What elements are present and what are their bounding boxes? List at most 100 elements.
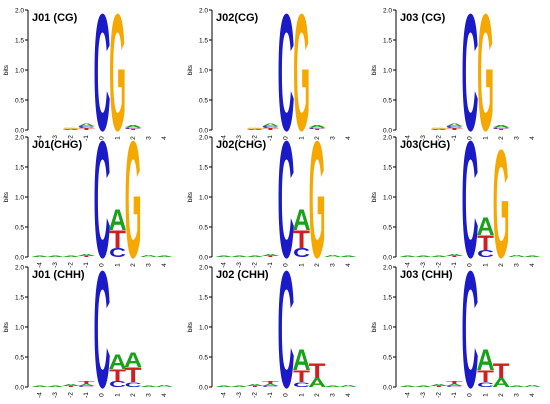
logo-letter-C: C — [309, 127, 326, 129]
y-tick-label: 1.5 — [199, 295, 208, 302]
logo-letter-C: C — [293, 246, 310, 260]
logo-letter-A: A — [62, 255, 80, 257]
logo-letter-A: A — [108, 350, 126, 373]
x-tick-label: -3 — [236, 135, 243, 141]
y-axis-label: bits — [187, 321, 194, 332]
y-tick-label: 1.5 — [15, 295, 24, 302]
logo-letter-T: T — [493, 129, 510, 131]
logo-letter-C: C — [94, 0, 111, 166]
x-tick-label: 3 — [329, 136, 336, 140]
logo-letter-A: A — [215, 255, 233, 257]
logo-letter-A: A — [324, 385, 342, 387]
logo-letter-A: A — [508, 255, 526, 258]
x-tick-label: -3 — [420, 262, 427, 268]
x-tick-label: -2 — [252, 392, 259, 398]
panel-title: J03 (CHH) — [400, 269, 453, 281]
logo-letter-A: A — [523, 255, 541, 257]
logo-letter-G: G — [125, 107, 142, 294]
logo-letter-T: T — [262, 380, 279, 385]
y-axis-label: bits — [187, 191, 194, 202]
logo-letter-A: A — [230, 385, 248, 387]
y-axis-label: bits — [371, 321, 378, 332]
x-tick-label: -4 — [36, 392, 43, 398]
logo-letter-A: A — [477, 213, 495, 241]
x-tick-label: 3 — [329, 263, 336, 267]
y-tick-label: 0.5 — [15, 355, 24, 362]
logo-letter-A: A — [445, 123, 463, 128]
logo-letter-A: A — [523, 385, 541, 388]
y-tick-label: 0.0 — [199, 128, 208, 135]
logo-letter-A: A — [430, 128, 448, 130]
x-tick-label: 3 — [513, 263, 520, 267]
logo-letter-C: C — [109, 246, 126, 260]
logo-letter-C: C — [477, 248, 494, 259]
logo-letter-A: A — [339, 255, 357, 257]
panel-title: J02(CHG) — [216, 139, 266, 151]
y-tick-label: 0.0 — [383, 385, 392, 392]
logo-letter-A: A — [399, 255, 417, 257]
x-tick-label: 1 — [298, 393, 305, 397]
logo-letter-A: A — [155, 255, 173, 257]
logo-letter-A: A — [492, 376, 510, 390]
logo-letter-C: C — [94, 237, 111, 404]
logo-letter-A: A — [339, 385, 357, 388]
x-tick-label: -1 — [451, 392, 458, 398]
x-tick-label: -3 — [420, 135, 427, 141]
x-tick-label: -4 — [404, 135, 411, 141]
x-tick-label: 0 — [467, 393, 474, 397]
x-tick-label: 2 — [498, 263, 505, 267]
logo-letter-C: C — [462, 107, 479, 293]
logo-letter-A: A — [124, 348, 142, 371]
logo-letter-G: G — [63, 127, 80, 129]
logo-letter-A: A — [414, 255, 432, 257]
logo-letter-A: A — [215, 385, 233, 387]
y-tick-label: 1.0 — [383, 195, 392, 202]
logo-letter-A: A — [508, 385, 526, 387]
logo-letter-A: A — [246, 128, 264, 130]
x-tick-label: 0 — [467, 263, 474, 267]
logo-letter-A: A — [324, 255, 342, 258]
panel-title: J03 (CG) — [400, 12, 446, 24]
x-tick-label: -3 — [420, 392, 427, 398]
panel-title: J01(CHG) — [32, 139, 82, 151]
y-axis-label: bits — [187, 64, 194, 75]
logo-letter-C: C — [293, 381, 310, 389]
panel-title: J01 (CHH) — [32, 269, 85, 281]
logo-letter-T: T — [446, 128, 463, 131]
y-tick-label: 1.0 — [15, 68, 24, 75]
x-tick-label: 1 — [114, 393, 121, 397]
y-axis-label: bits — [3, 191, 10, 202]
logo-letter-T: T — [430, 386, 447, 388]
logo-letter-A: A — [140, 385, 158, 387]
y-tick-label: 0.0 — [15, 385, 24, 392]
x-tick-label: 4 — [529, 136, 536, 140]
y-tick-label: 2.0 — [383, 135, 392, 142]
y-tick-label: 0.5 — [383, 225, 392, 232]
x-tick-label: -2 — [252, 262, 259, 268]
logo-letter-A: A — [492, 125, 510, 129]
logo-letter-A: A — [261, 384, 279, 387]
logo-letter-A: A — [77, 254, 95, 257]
x-tick-label: -1 — [267, 392, 274, 398]
x-tick-label: -4 — [404, 262, 411, 268]
logo-letter-C: C — [462, 0, 479, 166]
x-tick-label: -2 — [252, 135, 259, 141]
x-tick-label: 4 — [345, 263, 352, 267]
logo-letter-G: G — [309, 107, 326, 294]
y-tick-label: 0.0 — [383, 128, 392, 135]
x-tick-label: 0 — [283, 136, 290, 140]
x-tick-label: 0 — [99, 263, 106, 267]
y-tick-label: 0.0 — [199, 255, 208, 262]
x-tick-label: 4 — [161, 263, 168, 267]
logo-letter-A: A — [445, 254, 463, 257]
x-tick-label: 0 — [467, 136, 474, 140]
x-tick-label: -2 — [436, 262, 443, 268]
y-axis-label: bits — [3, 64, 10, 75]
y-tick-label: 2.0 — [15, 135, 24, 142]
x-tick-label: 2 — [314, 393, 321, 397]
x-tick-label: 0 — [99, 136, 106, 140]
logo-letter-A: A — [430, 255, 448, 257]
